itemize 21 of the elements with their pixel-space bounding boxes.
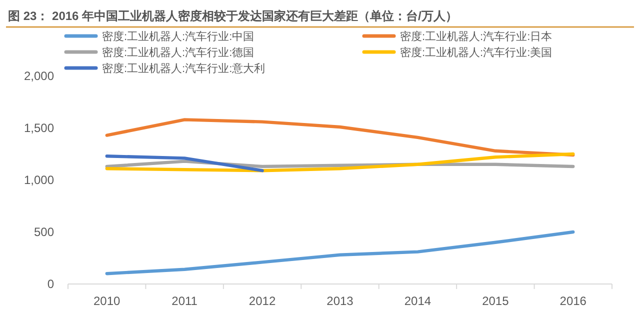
x-tick-label: 2015 <box>482 294 510 308</box>
x-tick-label: 2013 <box>326 294 354 308</box>
legend-label: 密度:工业机器人:汽车行业:中国 <box>102 30 254 43</box>
line-series <box>105 230 575 276</box>
y-tick-label: 1,500 <box>24 121 54 135</box>
legend-label: 密度:工业机器人:汽车行业:德国 <box>102 46 254 59</box>
legend-label: 密度:工业机器人:汽车行业:美国 <box>400 46 552 59</box>
legend-label: 密度:工业机器人:汽车行业:日本 <box>400 30 552 43</box>
line-series <box>105 118 575 157</box>
y-tick-label: 500 <box>34 225 54 239</box>
x-tick-label: 2014 <box>404 294 432 308</box>
x-tick-label: 2016 <box>560 294 587 308</box>
legend-label: 密度:工业机器人:汽车行业:意大利 <box>102 62 266 75</box>
y-tick-label: 1,000 <box>24 173 54 187</box>
y-tick-label: 0 <box>47 277 54 291</box>
x-tick-label: 2012 <box>248 294 276 308</box>
line-series <box>105 152 575 172</box>
y-tick-label: 2,000 <box>24 69 54 83</box>
chart-title: 图 23： 2016 年中国工业机器人密度相较于发达国家还有巨大差距（单位：台/万人） <box>8 9 458 23</box>
x-tick-label: 2010 <box>94 294 121 308</box>
x-tick-label: 2011 <box>172 294 198 308</box>
